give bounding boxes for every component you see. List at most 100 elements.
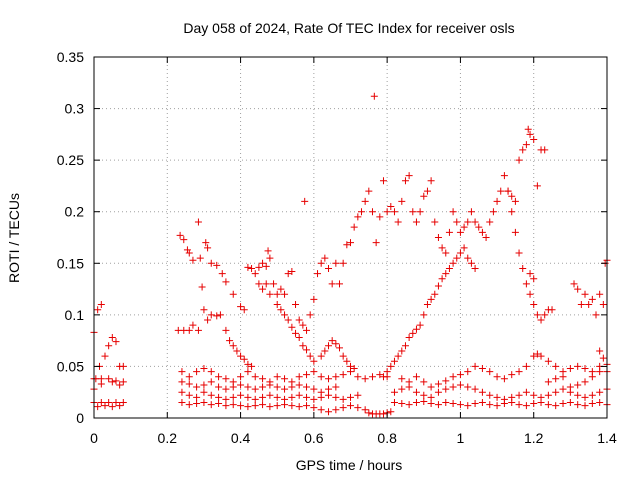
data-point xyxy=(438,275,446,283)
data-point xyxy=(284,270,292,278)
data-point xyxy=(101,402,109,410)
data-point xyxy=(460,244,468,252)
data-point xyxy=(255,280,263,288)
data-point xyxy=(194,326,202,334)
data-point xyxy=(354,391,362,399)
data-point xyxy=(310,368,318,376)
data-point xyxy=(511,228,519,236)
data-point xyxy=(288,402,296,410)
data-point xyxy=(449,400,457,408)
data-point xyxy=(449,373,457,381)
data-point xyxy=(401,177,409,185)
data-point xyxy=(281,311,289,319)
data-point xyxy=(398,375,406,383)
data-point xyxy=(185,380,193,388)
data-point xyxy=(383,208,391,216)
data-point xyxy=(420,378,428,386)
data-point xyxy=(193,368,201,376)
data-point xyxy=(493,393,501,401)
data-point xyxy=(508,399,516,407)
data-point xyxy=(405,172,413,180)
data-point xyxy=(204,316,212,324)
data-point xyxy=(427,177,435,185)
data-point xyxy=(303,402,311,410)
data-point xyxy=(193,383,201,391)
data-point xyxy=(273,393,281,401)
data-point xyxy=(530,301,538,309)
data-point xyxy=(482,234,490,241)
data-point xyxy=(511,197,519,205)
data-point xyxy=(310,395,318,403)
data-point xyxy=(215,373,223,381)
data-point xyxy=(288,323,296,331)
data-point xyxy=(541,146,549,154)
data-point xyxy=(486,368,494,376)
data-point xyxy=(178,388,186,396)
data-point xyxy=(552,388,560,396)
data-point xyxy=(427,393,435,401)
axis-ticks: 0 0.2 0.4 0.6 0.8 1 1.2 1.4 0 0.05 0.1 0.15 0.2 0.25 0… xyxy=(57,49,617,446)
data-point xyxy=(339,395,347,403)
data-point xyxy=(317,406,325,414)
data-point xyxy=(336,344,344,352)
data-point xyxy=(325,391,333,399)
data-point xyxy=(112,377,120,385)
data-point xyxy=(398,385,406,393)
y-axis-label: ROTI / TECUs xyxy=(6,193,22,283)
data-point xyxy=(196,254,204,262)
data-point xyxy=(325,264,333,272)
data-point xyxy=(519,146,527,154)
data-point xyxy=(471,400,479,408)
data-point xyxy=(332,340,340,348)
data-point xyxy=(420,391,428,399)
x-tick-label: 0.2 xyxy=(158,430,178,446)
data-point xyxy=(180,236,188,244)
y-tick-label: 0.05 xyxy=(57,358,84,374)
data-point xyxy=(596,347,604,355)
data-point xyxy=(303,371,311,379)
data-point xyxy=(244,360,252,368)
data-point xyxy=(522,402,530,410)
data-point xyxy=(264,247,272,255)
data-point xyxy=(200,306,208,314)
data-point xyxy=(581,402,589,410)
data-point xyxy=(288,383,296,391)
data-point xyxy=(216,311,224,319)
data-point xyxy=(94,403,102,411)
data-point xyxy=(581,364,589,372)
data-point xyxy=(526,270,534,278)
data-point xyxy=(478,228,486,236)
data-point xyxy=(409,329,417,337)
data-point xyxy=(489,208,497,216)
data-point xyxy=(119,362,127,370)
data-point xyxy=(97,301,105,309)
data-point xyxy=(588,295,596,303)
data-point xyxy=(266,290,274,298)
data-point xyxy=(266,391,274,399)
data-point xyxy=(213,261,221,269)
y-tick-label: 0.1 xyxy=(65,307,85,323)
data-point xyxy=(581,290,589,298)
data-point xyxy=(376,213,384,221)
data-point xyxy=(500,400,508,408)
data-point xyxy=(273,301,281,309)
data-point xyxy=(456,401,464,409)
data-point xyxy=(574,391,582,399)
data-point xyxy=(332,383,340,391)
data-point xyxy=(500,375,508,383)
data-point xyxy=(519,264,527,272)
data-point xyxy=(515,391,523,399)
data-point xyxy=(464,368,472,376)
data-point xyxy=(200,399,208,407)
data-point xyxy=(339,259,347,267)
data-point xyxy=(390,388,398,396)
data-point xyxy=(259,375,267,383)
data-point xyxy=(401,342,409,350)
data-point xyxy=(321,254,329,262)
data-point xyxy=(259,393,267,401)
data-point xyxy=(530,400,538,408)
data-point xyxy=(570,280,578,288)
data-point xyxy=(405,378,413,386)
